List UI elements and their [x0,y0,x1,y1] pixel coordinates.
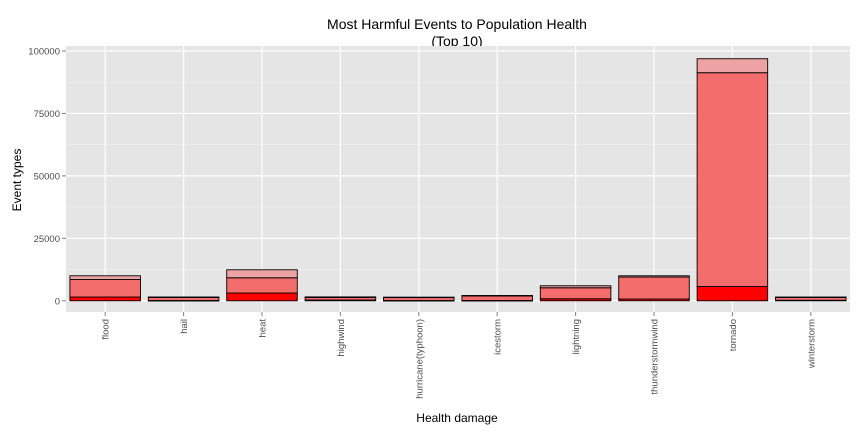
chart-subtitle: (Top 10) [431,33,482,49]
bar-segment-thunderstormwind-2 [618,276,690,300]
x-tick-label: hail [179,319,190,334]
x-tick-label: winterstorm [806,319,817,369]
bar-segment-winterstorm-3 [775,296,847,298]
bar-segment-tornado-1 [696,286,769,302]
bar-segment-tornado-2 [696,72,769,287]
bar-segment-hail-3 [147,296,220,298]
x-tick-label: hurricane(typhoon) [414,319,425,399]
bar-segment-flood-3 [69,275,141,280]
x-tick-label: icestorm [493,319,504,355]
y-axis-title: Event types [10,149,24,212]
x-axis-ticks: flood hail heat highwind hurricane(typhoon) i… [101,312,817,399]
y-tick-label: 25000 [34,234,60,245]
bar-segment-heat-2 [226,277,298,294]
bar-segment-thunderstormwind-3 [618,275,690,278]
bar-segment-lightning-3 [539,285,612,289]
y-tick-label: 0 [55,296,60,307]
bar-segment-lightning-2 [539,287,612,300]
bars [69,58,847,302]
x-tick-label: flood [101,319,112,340]
chart-title: Most Harmful Events to Population Health [327,16,587,32]
y-axis-ticks: 0 25000 50000 75000 100000 [28,46,66,307]
bar-segment-tornado-3 [696,58,769,74]
x-tick-label: highwind [336,319,347,357]
bar-segment-icestorm-2 [461,295,533,301]
x-tick-label: lightning [571,319,582,354]
y-tick-label: 75000 [34,109,60,120]
bar-segment-heat-3 [226,269,298,279]
x-tick-label: tornado [728,319,739,351]
bar-segment-icestorm-3 [461,295,533,297]
y-tick-label: 50000 [34,171,60,182]
bar-segment-heat-1 [226,292,298,302]
y-tick-label: 100000 [28,46,60,57]
bar-segment-flood-1 [69,296,141,302]
x-tick-label: heat [258,319,269,338]
x-axis-title: Health damage [416,411,498,425]
bar-segment-highwind-3 [304,296,377,298]
bar-segment-flood-2 [69,279,141,298]
bar-segment-hurricanetyphoon-3 [383,296,455,299]
x-tick-label: thunderstormwind [650,319,661,395]
